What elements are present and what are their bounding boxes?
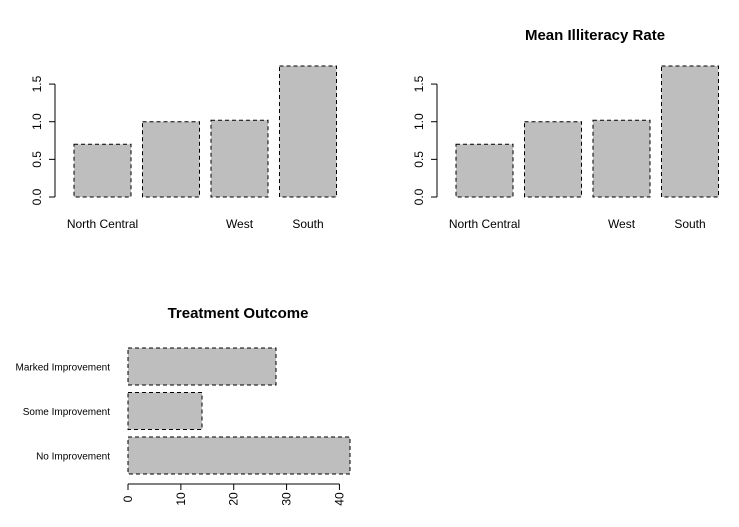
x-tick-label-west: West bbox=[608, 217, 636, 231]
y-tick-label: 0.5 bbox=[412, 151, 426, 168]
bar-north-central bbox=[73, 143, 132, 198]
x-tick-label: 30 bbox=[280, 492, 294, 506]
y-tick-label: 1.5 bbox=[30, 75, 44, 92]
y-tick-label: 1.0 bbox=[412, 113, 426, 130]
bar-northeast bbox=[524, 121, 582, 198]
y-tick-label-marked-improvement: Marked Improvement bbox=[16, 363, 111, 374]
chart-title: Mean Illiteracy Rate bbox=[525, 27, 665, 44]
x-tick-label: 20 bbox=[227, 492, 241, 506]
y-tick-label: 0.0 bbox=[30, 188, 44, 205]
chart-title: Treatment Outcome bbox=[168, 305, 309, 322]
y-tick-label: 1.0 bbox=[30, 113, 44, 130]
y-tick-label-no-improvement: No Improvement bbox=[36, 452, 110, 463]
bar-no-improvement bbox=[127, 436, 351, 475]
x-tick-label: 0 bbox=[121, 495, 135, 502]
chart-mean-illiteracy-rate: Mean Illiteracy Rate North Central West Sou… bbox=[412, 27, 719, 231]
y-tick-label: 0.0 bbox=[412, 188, 426, 205]
x-tick-label: 40 bbox=[332, 492, 346, 506]
bar-north-central bbox=[455, 143, 514, 198]
bar-northeast bbox=[142, 121, 200, 198]
y-tick-label-some-improvement: Some Improvement bbox=[23, 407, 110, 418]
bar-west bbox=[592, 119, 651, 198]
y-tick-label: 1.5 bbox=[412, 75, 426, 92]
chart-treatment-outcome: Treatment Outcome No Improvement Some Impr… bbox=[16, 305, 351, 506]
chart-regions-top-left: North Central West South 0.0 0.5 1.0 1.5 bbox=[30, 65, 337, 231]
x-tick-label-south: South bbox=[292, 217, 323, 231]
x-tick-label-north-central: North Central bbox=[449, 217, 520, 231]
bar-south bbox=[661, 65, 719, 198]
x-tick-label: 10 bbox=[174, 492, 188, 506]
x-tick-label-north-central: North Central bbox=[67, 217, 138, 231]
x-tick-label-west: West bbox=[226, 217, 254, 231]
bar-west bbox=[210, 119, 269, 198]
bar-marked-improvement bbox=[127, 347, 277, 386]
y-tick-label: 0.5 bbox=[30, 151, 44, 168]
x-tick-label-south: South bbox=[674, 217, 705, 231]
bar-south bbox=[279, 65, 337, 198]
bar-some-improvement bbox=[127, 392, 203, 430]
